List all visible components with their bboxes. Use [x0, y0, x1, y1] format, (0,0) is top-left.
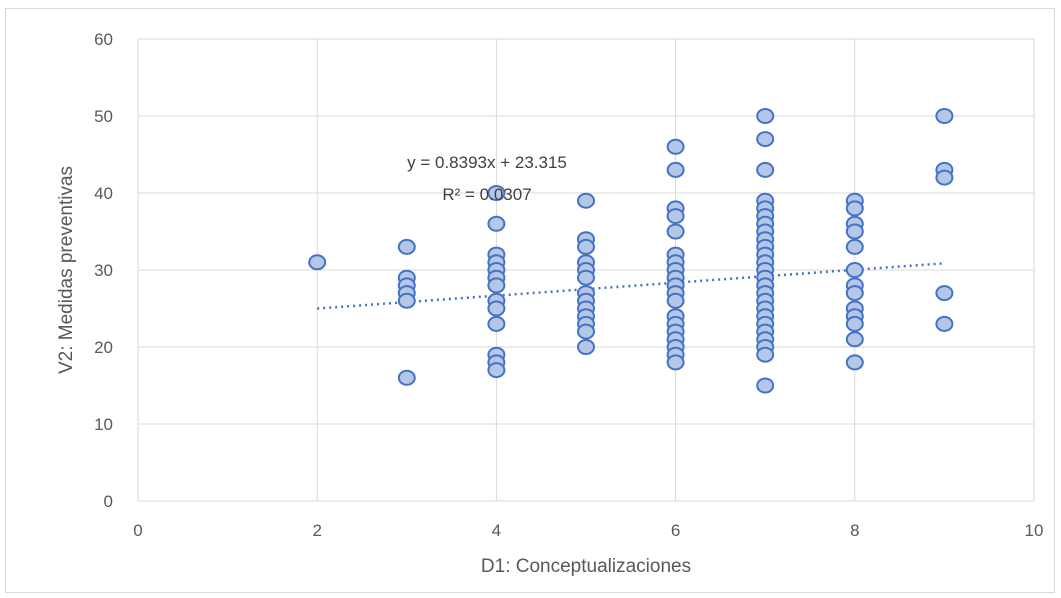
data-point [577, 238, 595, 255]
data-point [756, 346, 775, 363]
data-point [577, 323, 595, 340]
y-tick-label: 20 [94, 338, 113, 357]
y-tick-label: 50 [94, 107, 113, 126]
data-point [577, 269, 595, 286]
data-point [308, 254, 327, 271]
data-point [666, 223, 685, 240]
data-point [935, 108, 954, 124]
data-point [487, 215, 506, 232]
x-axis-title: D1: Conceptualizaciones [481, 556, 691, 577]
x-tick-label: 2 [312, 521, 321, 540]
y-tick-label: 30 [94, 261, 113, 280]
data-points [308, 108, 954, 394]
x-tick-label: 8 [850, 521, 859, 540]
data-point [397, 238, 416, 255]
data-point [756, 131, 775, 148]
data-point [756, 108, 775, 124]
data-point [487, 315, 506, 332]
chart-frame [5, 8, 1055, 593]
y-tick-label: 60 [94, 30, 113, 49]
data-point [845, 262, 864, 278]
data-point [487, 300, 506, 317]
data-point [666, 208, 685, 225]
data-point [845, 238, 864, 255]
data-point [577, 192, 595, 209]
tick-labels: 0 2 4 6 8 10 0 10 20 30 40 50 60 [94, 30, 1043, 540]
data-point [845, 354, 864, 371]
data-point [666, 138, 685, 155]
x-tick-label: 6 [671, 521, 680, 540]
data-point [935, 315, 954, 332]
x-tick-label: 4 [492, 521, 501, 540]
data-point [666, 292, 685, 309]
data-point [935, 285, 954, 302]
data-point [487, 362, 506, 379]
y-tick-label: 10 [94, 415, 113, 434]
data-point [845, 331, 864, 348]
data-point [397, 292, 416, 309]
data-point [756, 377, 775, 394]
trendline-equation: y = 0.8393x + 23.315 [407, 153, 567, 172]
data-point [577, 339, 595, 355]
data-point [845, 315, 864, 332]
data-point [666, 354, 685, 371]
trendline-r2: R² = 0.0307 [442, 185, 531, 204]
data-point [845, 285, 864, 302]
y-tick-label: 0 [104, 492, 113, 511]
x-tick-label: 10 [1025, 521, 1044, 540]
data-point [935, 169, 954, 186]
y-tick-label: 40 [94, 184, 113, 203]
x-tick-label: 0 [133, 521, 142, 540]
data-point [756, 161, 775, 178]
data-point [397, 369, 416, 386]
data-point [666, 161, 685, 178]
data-point [487, 277, 506, 294]
data-point [845, 200, 864, 217]
data-point [487, 185, 506, 201]
y-axis-title: V2: Medidas preventivas [56, 166, 77, 374]
data-point [845, 223, 864, 240]
